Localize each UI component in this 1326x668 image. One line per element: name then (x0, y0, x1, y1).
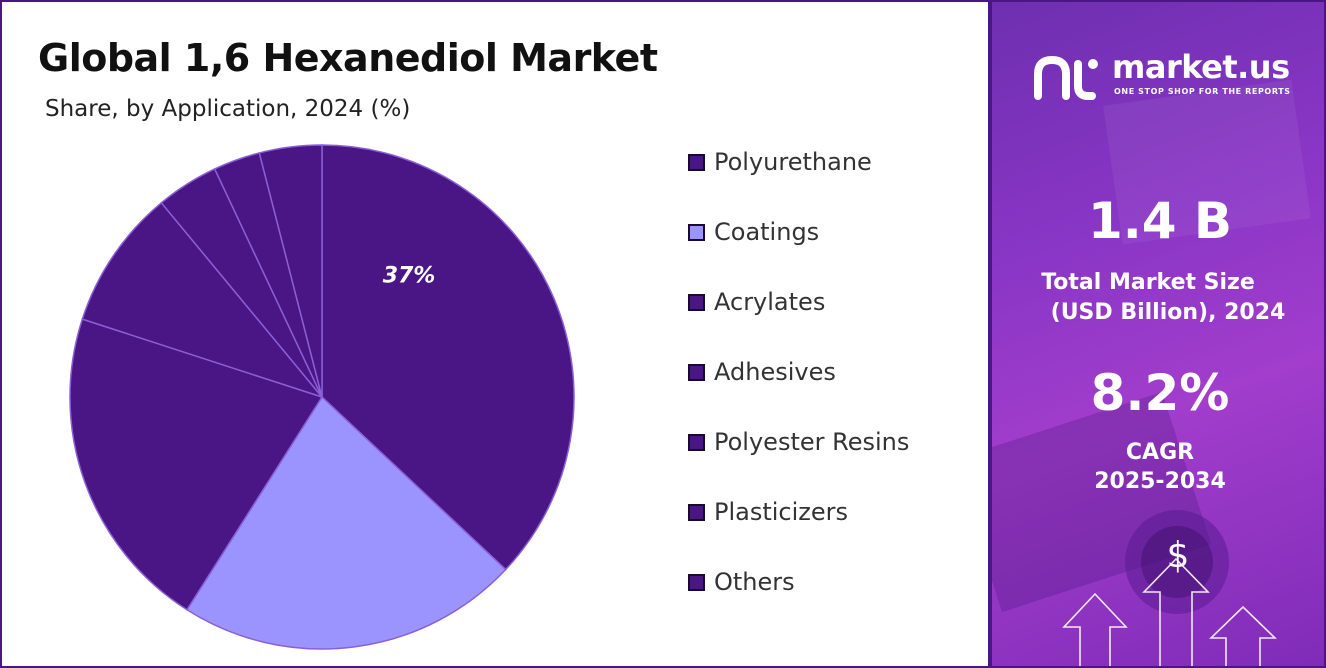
pie-slice-polyurethane (321, 144, 575, 571)
legend-label: Polyester Resins (714, 428, 910, 456)
pie-data-label: 37% (383, 264, 436, 289)
legend-swatch (688, 153, 705, 171)
coffee-cup-shape (1125, 510, 1229, 614)
brand-name: market.us (1112, 48, 1290, 86)
legend-item: Coatings (688, 197, 909, 267)
dollar-icon: $ (1167, 535, 1190, 576)
chart-subtitle: Share, by Application, 2024 (%) (45, 96, 411, 122)
legend-label: Plasticizers (714, 498, 849, 526)
coffee-cup-inner-shape (1141, 526, 1213, 598)
legend-swatch (688, 293, 705, 311)
background-decoration: $ (992, 79, 1311, 666)
legend-swatch (688, 433, 705, 451)
pie-slice-adhesives (81, 201, 325, 399)
chart-title: Global 1,6 Hexanediol Market (38, 36, 658, 80)
legend-label: Coatings (714, 218, 820, 246)
legend-label: Others (714, 568, 795, 596)
market-us-logo-icon (1034, 55, 1098, 100)
legend-label: Acrylates (714, 288, 826, 316)
pie-slice-acrylates (69, 318, 324, 611)
cagr-value: 8.2% (1090, 364, 1230, 422)
cagr-period-label: 2025-2034 (1094, 469, 1226, 494)
legend-item: Others (688, 547, 909, 617)
chart-panel: Global 1,6 Hexanediol Market Share, by A… (0, 0, 990, 668)
brand-tagline: ONE STOP SHOP FOR THE REPORTS (1114, 87, 1291, 96)
pie-slice-coatings (185, 395, 507, 650)
summary-panel: $ market.us ONE STOP SHOP FOR THE REPORT… (990, 0, 1326, 668)
market-size-unit-label: (USD Billion), 2024 (1050, 300, 1286, 325)
legend-swatch (688, 503, 705, 521)
arrow-up-icon (1142, 557, 1210, 666)
market-size-value: 1.4 B (1087, 192, 1233, 250)
legend-swatch (688, 573, 705, 591)
arrow-up-icon (1209, 605, 1277, 666)
legend-swatch (688, 363, 705, 381)
pie-slice-others (258, 144, 323, 398)
pie-chart: 37% (69, 144, 575, 650)
market-size-label: Total Market Size (1041, 270, 1255, 295)
legend-item: Polyurethane (688, 127, 909, 197)
legend-label: Adhesives (714, 358, 836, 386)
background-paper-shape (1103, 79, 1311, 245)
cagr-label: CAGR (1125, 440, 1195, 465)
legend-label: Polyurethane (714, 148, 872, 176)
legend-item: Plasticizers (688, 477, 909, 547)
legend-item: Adhesives (688, 337, 909, 407)
arrow-up-icon (1062, 592, 1128, 666)
legend-item: Polyester Resins (688, 407, 909, 477)
chart-legend: Polyurethane Coatings Acrylates Adhesives Po… (688, 127, 909, 617)
legend-item: Acrylates (688, 267, 909, 337)
legend-swatch (688, 223, 705, 241)
